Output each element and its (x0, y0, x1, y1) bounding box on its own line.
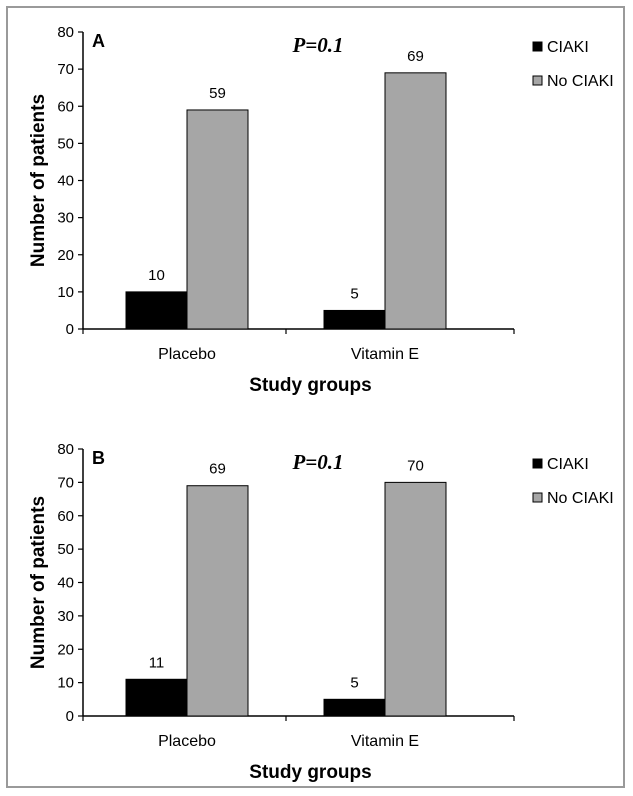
y-tick-label: 20 (57, 641, 74, 658)
y-tick-label: 10 (57, 284, 74, 301)
figure-frame (6, 6, 625, 788)
y-tick-label: 40 (57, 173, 74, 190)
y-tick-label: 80 (57, 24, 74, 41)
bar-no-ciaki (384, 481, 447, 717)
y-tick-label: 30 (57, 608, 74, 625)
legend-label: CIAKI (547, 39, 589, 56)
legend-swatch (532, 41, 543, 52)
y-tick-label: 30 (57, 210, 74, 227)
data-label: 70 (407, 457, 424, 474)
y-tick-label: 20 (57, 247, 74, 264)
x-tick-label: Placebo (158, 346, 216, 363)
data-label: 11 (149, 654, 165, 671)
legend-swatch (532, 458, 543, 469)
bar-no-ciaki (186, 485, 249, 717)
bar-no-ciaki (186, 109, 249, 330)
bar-ciaki (125, 678, 188, 717)
data-label: 10 (148, 267, 165, 284)
bar-ciaki (125, 291, 188, 330)
data-label: 5 (350, 285, 358, 302)
x-tick-label: Vitamin E (351, 346, 419, 363)
y-tick-label: 70 (57, 61, 74, 78)
legend-swatch (532, 492, 543, 503)
y-tick-label: 50 (57, 135, 74, 152)
y-tick-label: 80 (57, 441, 74, 458)
y-axis-title: Number of patients (28, 94, 49, 267)
x-tick-label: Vitamin E (351, 733, 419, 750)
legend-label: No CIAKI (547, 490, 614, 507)
panel-label: B (92, 448, 105, 468)
y-tick-label: 0 (66, 321, 74, 338)
panel-label: A (92, 31, 105, 51)
x-axis-title: Study groups (249, 375, 371, 396)
data-label: 69 (209, 461, 226, 478)
y-tick-label: 70 (57, 474, 74, 491)
data-label: 69 (407, 48, 424, 65)
y-tick-label: 60 (57, 98, 74, 115)
bar-ciaki (323, 309, 386, 330)
p-value-annotation: P=0.1 (291, 450, 343, 474)
data-label: 5 (350, 674, 358, 691)
legend-label: CIAKI (547, 456, 589, 473)
y-tick-label: 50 (57, 541, 74, 558)
legend-swatch (532, 75, 543, 86)
y-tick-label: 40 (57, 575, 74, 592)
data-label: 59 (209, 85, 226, 102)
y-tick-label: 60 (57, 508, 74, 525)
x-tick-label: Placebo (158, 733, 216, 750)
x-axis-title: Study groups (249, 762, 371, 783)
legend-label: No CIAKI (547, 73, 614, 90)
bar-ciaki (323, 698, 386, 717)
y-tick-label: 10 (57, 675, 74, 692)
p-value-annotation: P=0.1 (291, 33, 343, 57)
y-tick-label: 0 (66, 708, 74, 725)
y-axis-title: Number of patients (28, 496, 49, 669)
bar-no-ciaki (384, 72, 447, 330)
